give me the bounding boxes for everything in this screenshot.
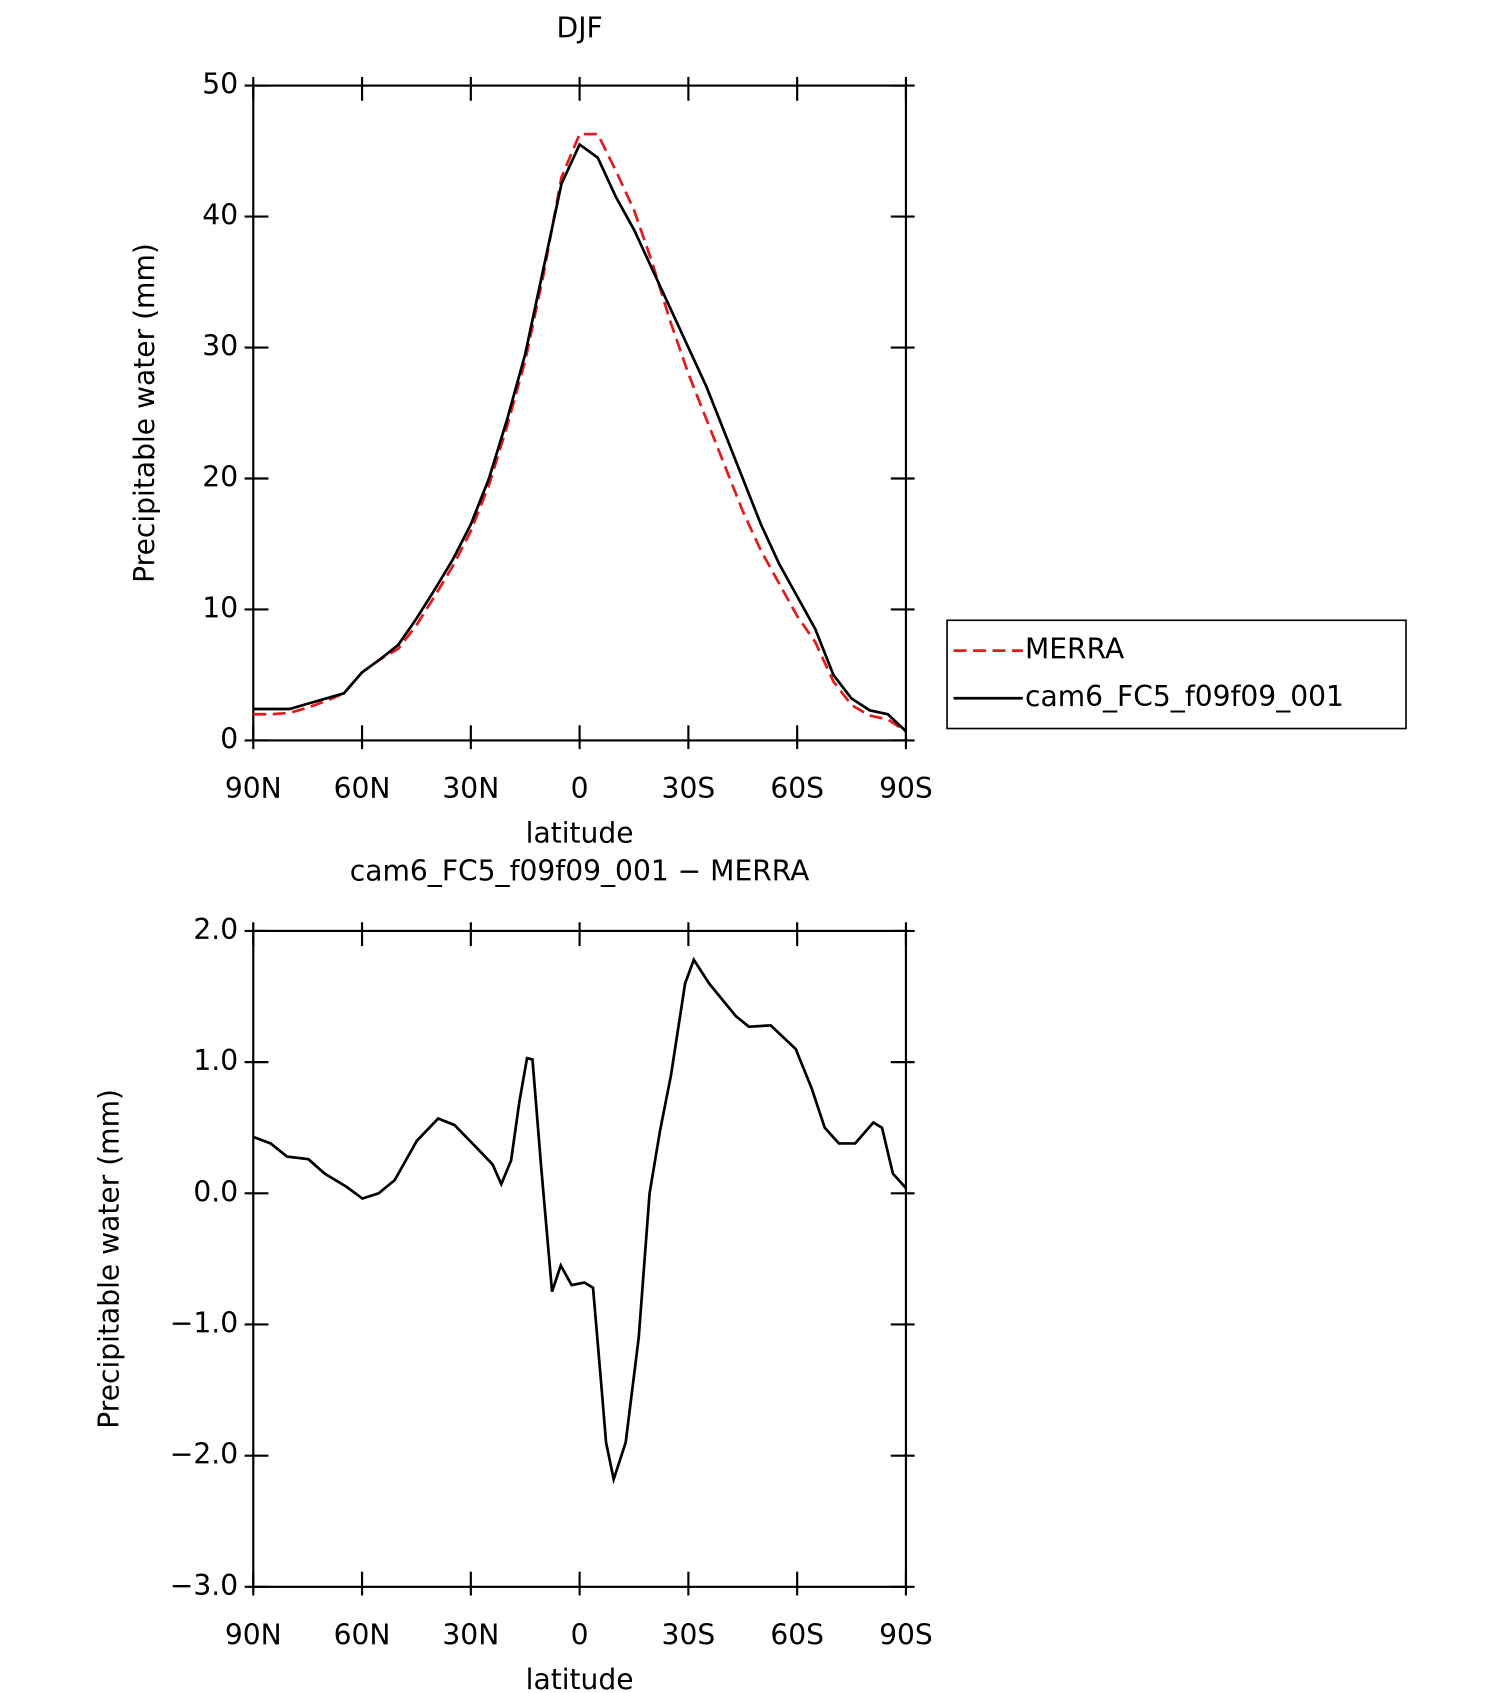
x-tick-label: 60S bbox=[770, 772, 824, 805]
x-tick-label: 60S bbox=[770, 1619, 824, 1652]
y-tick-label: −1.0 bbox=[170, 1306, 238, 1339]
y-tick-label: 50 bbox=[202, 68, 238, 101]
y-tick-label: −3.0 bbox=[170, 1569, 238, 1602]
y-tick-label: 0 bbox=[220, 722, 238, 755]
plot-frame bbox=[252, 929, 908, 1588]
x-tick-label: 30S bbox=[662, 772, 716, 805]
y-axis-label: Precipitable water (mm) bbox=[128, 243, 161, 583]
y-tick-label: 1.0 bbox=[193, 1044, 238, 1077]
x-tick-label: 60N bbox=[334, 772, 391, 805]
x-tick-label: 30N bbox=[442, 772, 499, 805]
legend-label: cam6_FC5_f09f09_001 bbox=[1025, 680, 1344, 713]
x-tick-label: 0 bbox=[571, 1619, 589, 1652]
x-tick-label: 60N bbox=[334, 1619, 391, 1652]
chart-title: cam6_FC5_f09f09_001 − MERRA bbox=[350, 854, 810, 887]
y-tick-label: −2.0 bbox=[170, 1438, 238, 1471]
x-tick-label: 90S bbox=[879, 1619, 933, 1652]
series-line bbox=[253, 142, 907, 733]
series-line bbox=[253, 132, 907, 733]
y-tick-label: 0.0 bbox=[193, 1175, 238, 1208]
x-tick-label: 90N bbox=[225, 772, 282, 805]
x-tick-label: 90S bbox=[879, 772, 933, 805]
legend-box bbox=[946, 619, 1407, 730]
chart-title: DJF bbox=[557, 11, 603, 44]
x-tick-label: 0 bbox=[571, 772, 589, 805]
x-axis-label: latitude bbox=[526, 1663, 634, 1693]
plot-frame bbox=[252, 84, 908, 742]
y-tick-label: 30 bbox=[202, 330, 238, 363]
y-tick-label: 2.0 bbox=[193, 913, 238, 946]
series-line bbox=[252, 956, 907, 1485]
y-tick-label: 40 bbox=[202, 199, 238, 232]
x-tick-label: 90N bbox=[225, 1619, 282, 1652]
x-axis-label: latitude bbox=[526, 817, 634, 850]
y-tick-label: 20 bbox=[202, 460, 238, 493]
x-tick-label: 30N bbox=[442, 1619, 499, 1652]
y-tick-label: 10 bbox=[202, 591, 238, 624]
y-axis-label: Precipitable water (mm) bbox=[92, 1089, 125, 1429]
legend-label: MERRA bbox=[1025, 633, 1124, 666]
x-tick-label: 30S bbox=[662, 1619, 716, 1652]
